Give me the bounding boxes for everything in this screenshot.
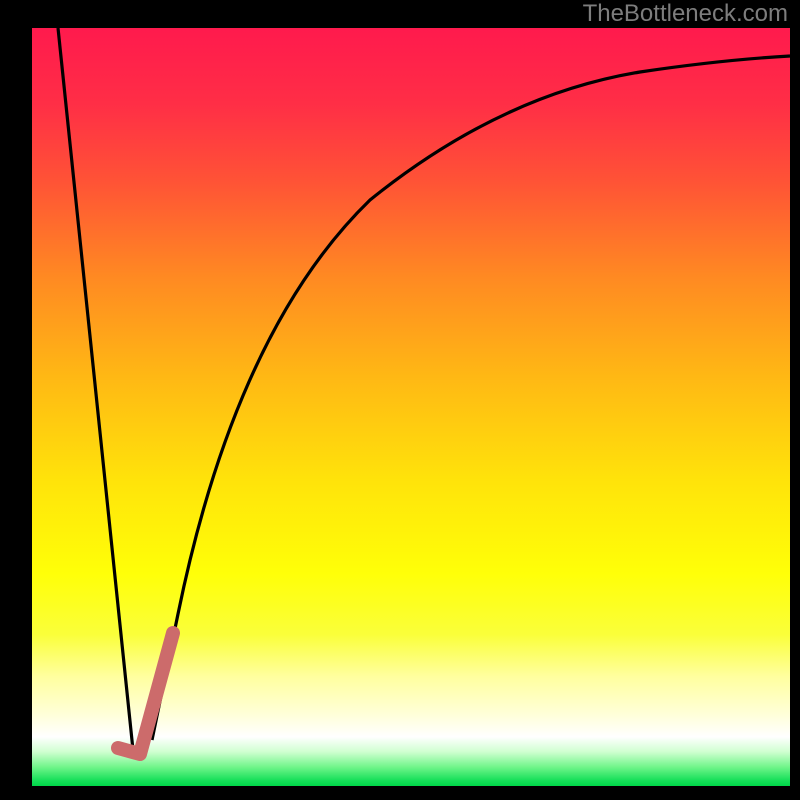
descending-line — [58, 28, 133, 750]
watermark-text: TheBottleneck.com — [583, 0, 788, 28]
curves-layer — [0, 0, 800, 800]
chart-frame: TheBottleneck.com — [0, 0, 800, 800]
saturating-curve — [152, 56, 790, 740]
